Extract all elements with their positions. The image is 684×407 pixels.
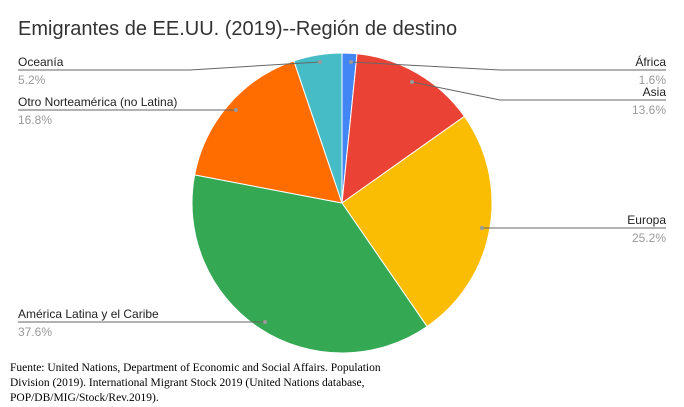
leader-line-1 [411, 81, 666, 101]
slice-label-3: América Latina y el Caribe [18, 307, 159, 321]
slice-label-0: África [635, 54, 666, 69]
leader-dot-0 [349, 60, 353, 64]
pie-slice-4 [194, 60, 343, 204]
slice-value-4: 16.8% [18, 113, 52, 127]
slice-value-5: 5.2% [18, 73, 46, 87]
slice-value-0: 1.6% [639, 73, 667, 87]
leader-line-5 [18, 61, 321, 71]
leader-dot-2 [480, 226, 484, 230]
leader-dot-1 [410, 80, 414, 84]
pie-slice-3 [191, 174, 428, 354]
leader-dot-3 [263, 320, 267, 324]
leader-dot-4 [234, 108, 238, 112]
pie-slice-2 [341, 115, 493, 328]
source-note: Fuente: United Nations, Department of Ec… [10, 362, 381, 404]
slice-label-5: Oceanía [18, 55, 64, 69]
slice-value-1: 13.6% [632, 103, 666, 117]
slice-value-2: 25.2% [632, 231, 666, 245]
chart-title: Emigrantes de EE.UU. (2019)--Región de d… [18, 18, 458, 40]
leader-line-0 [350, 61, 666, 71]
slice-label-1: Asia [643, 85, 667, 99]
pie-slice-5 [293, 52, 343, 204]
slice-label-4: Otro Norteamérica (no Latina) [18, 95, 177, 109]
leader-dot-5 [318, 60, 322, 64]
pie-slice-1 [341, 53, 466, 205]
slice-label-2: Europa [627, 213, 666, 227]
slice-value-3: 37.6% [18, 325, 52, 339]
